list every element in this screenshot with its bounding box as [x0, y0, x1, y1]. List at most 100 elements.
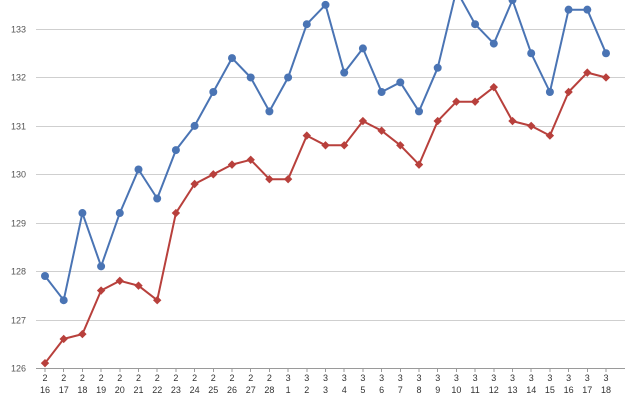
x-tick-day: 14	[526, 385, 536, 395]
data-point	[358, 44, 367, 53]
data-point	[78, 209, 87, 218]
x-tick-month: 3	[566, 373, 571, 383]
x-tick-month: 2	[211, 373, 216, 383]
x-tick-month: 3	[342, 373, 347, 383]
x-tick-day: 12	[489, 385, 499, 395]
data-point	[602, 49, 610, 58]
data-point	[340, 141, 349, 150]
data-point	[153, 296, 162, 305]
data-point	[190, 121, 199, 130]
data-point	[583, 5, 592, 14]
gridlines	[36, 29, 625, 369]
data-point	[452, 97, 461, 106]
data-point	[78, 329, 87, 339]
data-point	[153, 194, 162, 203]
data-point	[115, 209, 124, 218]
data-point	[97, 262, 106, 271]
x-tick-month: 3	[286, 373, 291, 383]
x-tick-month: 3	[323, 373, 328, 383]
x-tick-day: 9	[435, 385, 440, 395]
data-point	[302, 20, 311, 29]
x-tick-day: 4	[342, 385, 347, 395]
x-tick-day: 8	[416, 385, 421, 395]
x-tick-day: 21	[133, 385, 143, 395]
x-tick-month: 3	[529, 373, 534, 383]
x-tick-day: 26	[227, 385, 237, 395]
x-tick-month: 2	[136, 373, 141, 383]
x-tick-day: 16	[564, 385, 574, 395]
x-tick-month: 2	[80, 373, 85, 383]
data-point	[96, 286, 106, 295]
data-point	[415, 107, 423, 116]
x-tick-month: 2	[99, 373, 104, 383]
series-line	[44, 0, 607, 302]
series-1	[41, 0, 610, 305]
x-tick-month: 3	[603, 373, 608, 383]
x-tick-day: 3	[323, 385, 328, 395]
x-tick-day: 18	[77, 385, 87, 395]
data-point	[377, 126, 386, 135]
data-point	[377, 88, 386, 96]
data-point	[601, 73, 611, 82]
x-tick-day: 24	[190, 385, 200, 395]
x-tick-day: 15	[545, 385, 555, 395]
x-tick-day: 20	[115, 385, 125, 395]
data-point	[545, 88, 554, 96]
x-tick-month: 2	[117, 373, 122, 383]
x-tick-day: 10	[451, 385, 461, 395]
data-point	[564, 87, 573, 97]
data-point	[564, 5, 573, 14]
data-point	[396, 78, 405, 87]
data-point	[246, 155, 255, 164]
x-tick-day: 7	[398, 385, 403, 395]
x-tick-month: 2	[155, 373, 160, 383]
data-point	[246, 73, 255, 82]
data-point	[527, 121, 536, 131]
x-tick-day: 28	[264, 385, 274, 395]
x-tick-day: 2	[304, 385, 309, 395]
x-tick-day: 25	[208, 385, 218, 395]
data-point	[433, 63, 442, 72]
y-tick-label: 128	[11, 267, 26, 277]
x-tick-month: 3	[398, 373, 403, 383]
x-tick-month: 2	[229, 373, 234, 383]
x-tick-month: 3	[454, 373, 459, 383]
x-tick-day: 13	[507, 385, 517, 395]
x-tick-day: 6	[379, 385, 384, 395]
data-point	[41, 272, 49, 280]
x-tick-month: 3	[379, 373, 384, 383]
x-tick-month: 3	[491, 373, 496, 383]
x-tick-month: 3	[435, 373, 440, 383]
data-point	[321, 0, 330, 9]
y-tick-label: 132	[11, 73, 26, 83]
data-point	[583, 68, 592, 77]
data-point	[209, 88, 218, 96]
data-point	[134, 165, 143, 174]
data-point	[340, 68, 349, 77]
x-tick-day: 22	[152, 385, 162, 395]
data-point	[508, 0, 517, 4]
x-tick-day: 27	[246, 385, 256, 395]
x-tick-month: 2	[61, 373, 66, 383]
series-2	[40, 68, 611, 368]
x-tick-day: 11	[470, 385, 479, 395]
data-point	[40, 358, 50, 368]
data-point	[527, 49, 536, 58]
y-tick-label: 131	[11, 122, 26, 132]
x-tick-month: 3	[360, 373, 365, 383]
data-point	[171, 146, 180, 155]
x-tick-day: 18	[601, 385, 611, 395]
x-tick-day: 1	[286, 385, 291, 395]
x-tick-day: 5	[360, 385, 365, 395]
x-tick-day: 17	[59, 385, 69, 395]
y-tick-label: 133	[11, 25, 26, 35]
data-point	[59, 296, 68, 305]
data-point	[489, 82, 498, 92]
plot-area	[40, 0, 611, 368]
data-point	[470, 97, 480, 106]
x-tick-day: 16	[40, 385, 50, 395]
data-point	[283, 174, 293, 184]
data-point	[209, 170, 218, 179]
y-tick-label: 129	[11, 219, 26, 229]
